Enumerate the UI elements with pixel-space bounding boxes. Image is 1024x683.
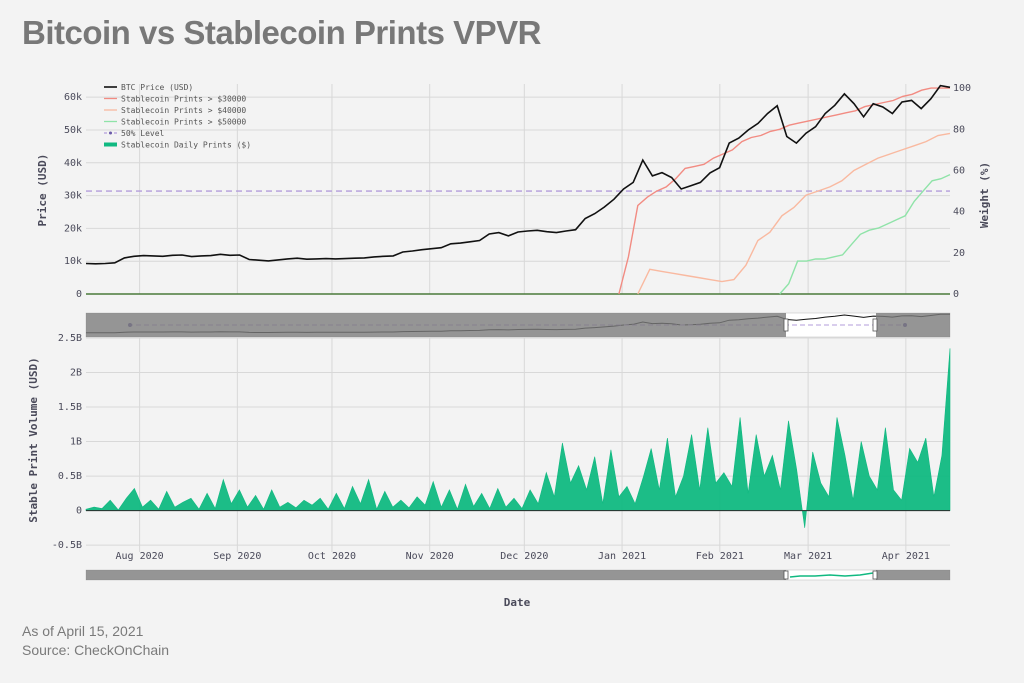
bottom-grid [86,337,950,552]
top-series [85,84,951,295]
btc-price-line [85,84,951,265]
legend-label: Stablecoin Prints > $40000 [121,106,246,115]
volume-tick-label: 1.5B [58,402,82,413]
weight-tick-label: 20 [953,248,965,259]
weight-tick-label: 100 [953,83,971,94]
range-slider-handle-left-bottom[interactable] [783,570,789,580]
x-tick-label: Nov 2020 [406,551,454,562]
weight-tick-label: 60 [953,165,965,176]
prints-40000-line [637,132,951,295]
price-axis-title: Price (USD) [36,154,49,227]
volume-tick-label: -0.5B [52,540,82,551]
range-slider-handle-right-bottom[interactable] [872,570,878,580]
range-slider-handle-right[interactable] [872,318,878,332]
date-axis-title: Date [504,596,531,609]
price-tick-label: 60k [64,92,82,103]
range-slider-handle-left[interactable] [783,318,789,332]
legend-label: Stablecoin Daily Prints ($) [121,141,251,150]
legend-label: 50% Level [121,129,165,138]
daily-prints-area [85,348,951,528]
legend-label: Stablecoin Prints > $30000 [121,95,246,104]
price-tick-label: 10k [64,256,82,267]
price-tick-label: 20k [64,223,82,234]
source-note: Source: CheckOnChain [22,642,170,658]
x-tick-label: Jan 2021 [598,551,646,562]
legend: BTC Price (USD) Stablecoin Prints > $3000… [104,83,251,150]
weight-tick-label: 40 [953,207,965,218]
volume-tick-label: 0 [76,506,82,517]
range-slider-mask-left [86,313,786,337]
range-slider-bottom[interactable] [85,569,951,581]
axis-ticks: Aug 2020 Sep 2020 Oct 2020 Nov 2020 Dec 2020… [52,83,971,562]
volume-axis-title: Stable Print Volume (USD) [27,357,40,523]
volume-tick-label: 2B [70,368,82,379]
x-tick-label: Dec 2020 [500,551,548,562]
top-plot-area [86,84,950,294]
range-slider-mask-right-bottom [876,570,950,580]
range-slider-preview-bottom [789,572,874,578]
x-tick-label: Aug 2020 [116,551,164,562]
volume-tick-label: 0.5B [58,471,82,482]
range-slider-mask-right [876,313,950,337]
x-tick-label: Oct 2020 [308,551,356,562]
x-tick-label: Feb 2021 [696,551,744,562]
legend-swatch-dot [109,131,112,135]
weight-tick-label: 0 [953,289,959,300]
volume-tick-label: 1B [70,437,82,448]
weight-tick-label: 80 [953,124,965,135]
weight-axis-title: Weight (%) [978,162,991,228]
daily-prints-area-fill [85,348,951,528]
range-slider-top[interactable] [85,312,951,338]
price-tick-label: 40k [64,158,82,169]
page-title: Bitcoin vs Stablecoin Prints VPVR [22,14,541,51]
x-tick-label: Mar 2021 [784,551,832,562]
legend-label: Stablecoin Prints > $50000 [121,118,246,127]
range-slider-mask-left-bottom [86,570,786,580]
as-of-note: As of April 15, 2021 [22,623,144,639]
price-tick-label: 0 [76,289,82,300]
price-tick-label: 30k [64,191,82,202]
volume-tick-label: 2.5B [58,333,82,344]
x-tick-label: Apr 2021 [882,551,930,562]
price-tick-label: 50k [64,125,82,136]
x-tick-label: Sep 2020 [213,551,261,562]
legend-label: BTC Price (USD) [121,83,193,92]
prints-50000-line [779,173,951,295]
